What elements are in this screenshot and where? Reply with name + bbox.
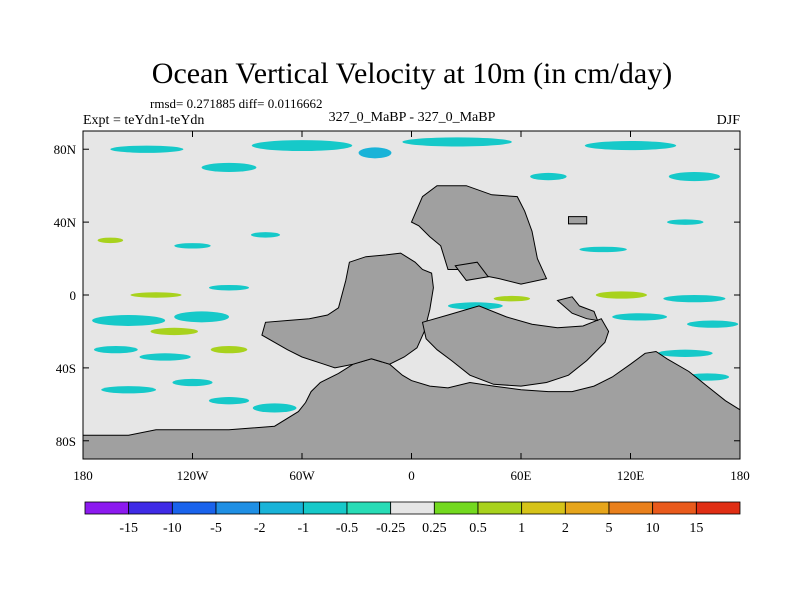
anomaly-cell-5 — [201, 162, 257, 172]
anomaly-cell-2 — [402, 137, 512, 147]
y-tick-label-1: 40N — [54, 215, 77, 230]
y-tick-label-0: 80N — [54, 142, 77, 157]
y-tick-label-3: 40S — [56, 361, 76, 376]
land-island-3 — [454, 261, 490, 281]
center-label: 327_0_MaBP - 327_0_MaBP — [329, 110, 496, 125]
x-tick-label-4: 60E — [511, 468, 532, 483]
x-tick-label-1: 120W — [177, 468, 210, 483]
anomaly-cell-28 — [612, 313, 667, 321]
anomaly-cell-25 — [493, 295, 531, 302]
anomaly-cell-18 — [93, 346, 138, 354]
colorbar-swatch-8 — [433, 501, 479, 515]
anomaly-cell-16 — [174, 311, 229, 323]
colorbar-swatch-11 — [564, 501, 610, 515]
experiment-label: Expt = teYdn1-teYdn — [83, 113, 204, 128]
land-masses — [82, 185, 741, 460]
colorbar-label-8: 0.5 — [469, 521, 487, 536]
land-island-2 — [568, 216, 588, 225]
anomaly-cell-19 — [139, 353, 191, 361]
colorbar-label-13: 15 — [689, 521, 703, 536]
anomaly-cell-24 — [448, 302, 503, 310]
colorbar-label-9: 1 — [518, 521, 525, 536]
land-pangea-south — [421, 305, 610, 387]
colorbar-labels: -15 -10 -5 -2 -1 -0.5 -0.25 0.25 0.5 1 2 5 10 15 — [119, 521, 703, 536]
anomaly-cell-23 — [208, 397, 250, 405]
anomaly-cell-0 — [110, 145, 184, 153]
colorbar-label-2: -5 — [210, 521, 222, 536]
anomaly-cell-15 — [92, 315, 166, 326]
colorbar-swatch-4 — [259, 501, 304, 515]
colorbar-swatch-10 — [521, 501, 566, 515]
colorbar-swatch-9 — [477, 501, 523, 515]
chart-title: Ocean Vertical Velocity at 10m (in cm/da… — [152, 57, 672, 90]
colorbar-label-0: -15 — [119, 521, 138, 536]
y-tick-label-2: 0 — [70, 288, 77, 303]
anomaly-cell-6 — [668, 172, 720, 182]
colorbar-label-11: 5 — [606, 521, 613, 536]
land-antarctica — [82, 350, 741, 460]
colorbar-swatch-3 — [215, 501, 261, 515]
x-tick-label-5: 120E — [617, 468, 645, 483]
x-axis: 180 120W 60W 0 60E 120E 180 — [73, 131, 750, 483]
anomaly-cell-3 — [584, 141, 677, 151]
colorbar-swatch-0 — [84, 501, 130, 515]
land-pangea-west — [261, 252, 434, 369]
anomaly-cell-12 — [579, 246, 627, 253]
x-tick-label-2: 60W — [289, 468, 315, 483]
colorbar-swatch-12 — [608, 501, 654, 515]
land-island-1 — [556, 296, 599, 322]
anomaly-cell-8 — [97, 237, 124, 244]
anomaly-cell-27 — [663, 295, 726, 303]
land-pangea-east — [410, 185, 548, 285]
anomaly-cell-14 — [208, 284, 250, 291]
colorbar-swatch-5 — [302, 501, 348, 515]
stats-label: rmsd= 0.271885 diff= 0.0116662 — [150, 96, 322, 111]
y-axis: 80N 40N 0 40S 80S — [54, 142, 740, 449]
colorbar — [84, 501, 741, 515]
y-tick-label-4: 80S — [56, 434, 76, 449]
anomaly-cell-17 — [150, 327, 198, 336]
anomaly-cell-22 — [172, 378, 213, 387]
anomaly-cell-4 — [358, 147, 392, 159]
colorbar-label-12: 10 — [646, 521, 660, 536]
colorbar-label-1: -10 — [163, 521, 182, 536]
colorbar-label-3: -2 — [254, 521, 266, 536]
anomaly-cell-21 — [101, 386, 156, 394]
colorbar-swatch-14 — [695, 501, 741, 515]
x-tick-label-3: 0 — [408, 468, 415, 483]
anomaly-cell-26 — [595, 291, 647, 299]
season-label: DJF — [717, 113, 741, 128]
anomaly-cell-1 — [251, 140, 353, 152]
colorbar-swatch-2 — [171, 501, 217, 515]
anomaly-cell-10 — [250, 232, 281, 238]
colorbar-label-7: 0.25 — [422, 521, 447, 536]
anomaly-cell-33 — [657, 349, 713, 357]
colorbar-swatch-6 — [346, 501, 392, 515]
anomaly-cell-29 — [687, 320, 739, 328]
x-tick-label-0: 180 — [73, 468, 93, 483]
colorbar-label-6: -0.25 — [376, 521, 405, 536]
colorbar-swatch-1 — [128, 501, 173, 515]
colorbar-swatch-13 — [652, 501, 697, 515]
colorbar-label-5: -0.5 — [336, 521, 358, 536]
colorbar-label-10: 2 — [562, 521, 569, 536]
anomaly-cell-13 — [130, 292, 182, 298]
anomaly-cell-20 — [210, 346, 248, 354]
anomaly-cell-11 — [667, 219, 704, 225]
colorbar-label-4: -1 — [297, 521, 309, 536]
anomaly-cells — [92, 137, 739, 413]
x-tick-label-6: 180 — [730, 468, 750, 483]
colorbar-swatch-7 — [390, 501, 435, 515]
anomaly-cell-9 — [174, 243, 211, 249]
anomaly-cell-7 — [530, 172, 567, 181]
map-plot: 180 120W 60W 0 60E 120E 180 80N 40N 0 40S 80S — [54, 130, 750, 483]
anomaly-cell-35 — [252, 403, 297, 413]
